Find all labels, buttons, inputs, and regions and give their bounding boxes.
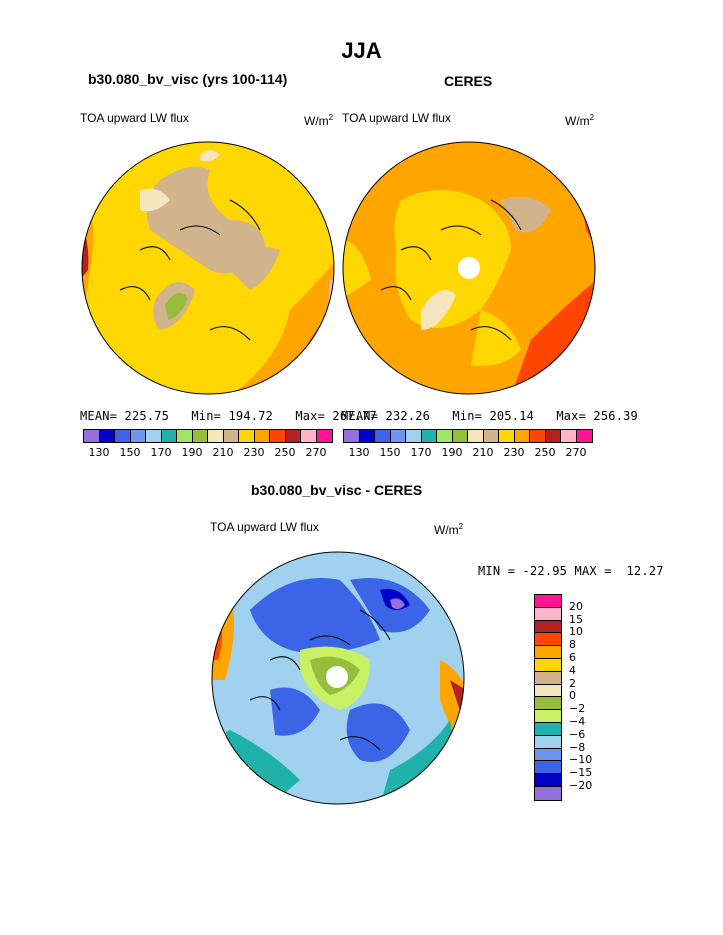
diff-variable: TOA upward LW flux [210, 520, 319, 534]
panel-1-variable: TOA upward LW flux [80, 111, 189, 125]
colorbar-swatch [530, 430, 546, 442]
colorbar-tick-label: 210 [472, 446, 494, 459]
colorbar-tick-label: −15 [569, 766, 593, 780]
colorbar-tick-label: 170 [150, 446, 172, 459]
panel-2-units: W/m2 [565, 113, 595, 128]
colorbar-tick-label: 130 [348, 446, 370, 459]
colorbar-swatch [421, 430, 437, 442]
colorbar-swatch [535, 710, 561, 723]
colorbar-swatch [514, 430, 530, 442]
colorbar-tick-label: −6 [569, 727, 586, 741]
colorbar-swatch [535, 697, 561, 711]
colorbar-swatch [390, 430, 406, 442]
colorbar-swatch [177, 430, 193, 442]
colorbar-swatch [223, 430, 239, 442]
colorbar-tick-label: 230 [243, 446, 265, 459]
colorbar-swatch [161, 430, 177, 442]
colorbar-tick-label: 6 [569, 651, 576, 664]
colorbar-swatch [535, 595, 561, 608]
diff-minmax: MIN = -22.95 MAX = 12.27 [478, 564, 664, 578]
map-ceres [342, 141, 596, 395]
colorbar-swatch [535, 684, 561, 698]
colorbar-tick-label: 250 [274, 446, 296, 459]
colorbar-tick-label: 150 [379, 446, 401, 459]
diff-title: b30.080_bv_visc - CERES [251, 482, 423, 498]
colorbar-tick-label: 20 [569, 599, 583, 613]
colorbar-tick-label: 15 [569, 612, 583, 626]
colorbar-swatch [545, 430, 561, 442]
colorbar-swatch [84, 430, 100, 442]
colorbar-tick-label: 4 [569, 663, 576, 677]
colorbar-swatch [99, 430, 115, 442]
colorbar-swatch [301, 430, 317, 442]
colorbar-swatch [359, 430, 375, 442]
colorbar-tick-label: 270 [305, 446, 327, 459]
panel-2-title: CERES [444, 73, 493, 89]
colorbar-swatch [535, 646, 561, 659]
colorbar-swatch [535, 607, 561, 621]
colorbar-swatch [344, 430, 360, 442]
colorbar-swatch [254, 430, 270, 442]
colorbar-swatch [535, 658, 561, 672]
colorbar-swatch [535, 786, 561, 800]
colorbar-tick-label: 8 [569, 638, 576, 652]
panel-2-stats: MEAN= 232.26 Min= 205.14 Max= 256.39 [341, 409, 638, 423]
page-title: JJA [341, 38, 382, 63]
colorbar-model [83, 429, 333, 443]
map-model [81, 141, 335, 395]
colorbar-swatch [208, 430, 224, 442]
colorbar-tick-label: −4 [569, 715, 586, 728]
panel-2-variable: TOA upward LW flux [342, 111, 451, 125]
colorbar-swatch [375, 430, 391, 442]
colorbar-swatch [535, 671, 561, 685]
colorbar-tick-label: 170 [410, 446, 432, 459]
panel-1-stats: MEAN= 225.75 Min= 194.72 Max= 267.77 [80, 409, 377, 423]
colorbar-swatch [499, 430, 515, 442]
panel-1-units: W/m2 [304, 113, 334, 128]
colorbar-tick-label: −10 [569, 753, 593, 767]
colorbar-tick-label: 190 [181, 446, 203, 459]
colorbar-swatch [285, 430, 301, 442]
colorbar-tick-label: 250 [534, 446, 556, 459]
colorbar-tick-label: 230 [503, 446, 525, 459]
colorbar-swatch [192, 430, 208, 442]
colorbar-swatch [452, 430, 468, 442]
map-difference [211, 551, 465, 805]
colorbar-swatch [535, 748, 561, 762]
colorbar-tick-label: 10 [569, 625, 583, 639]
colorbar-swatch [115, 430, 131, 442]
colorbar-swatch [146, 430, 162, 442]
colorbar-swatch [535, 761, 561, 775]
colorbar-tick-label: 270 [565, 446, 587, 459]
colorbar-swatch [561, 430, 577, 442]
panel-1-title: b30.080_bv_visc (yrs 100-114) [88, 71, 288, 87]
colorbar-swatch [483, 430, 499, 442]
colorbar-tick-label: −8 [569, 740, 586, 754]
colorbar-swatch [468, 430, 484, 442]
colorbar-tick-label: 0 [569, 689, 576, 703]
colorbar-tick-label: 190 [441, 446, 463, 459]
colorbar-swatch [316, 430, 332, 442]
colorbar-swatch [406, 430, 422, 442]
colorbar-tick-label: 210 [212, 446, 234, 459]
colorbar-swatch [130, 430, 146, 442]
colorbar-swatch [535, 735, 561, 749]
colorbar-tick-label: 130 [88, 446, 110, 459]
colorbar-swatch [270, 430, 286, 442]
colorbar-tick-label: −20 [569, 779, 593, 792]
diff-units: W/m2 [434, 522, 464, 537]
colorbar-swatch [535, 774, 561, 787]
colorbar-tick-label: 150 [119, 446, 141, 459]
colorbar-tick-label: −2 [569, 702, 586, 716]
colorbar-swatch [239, 430, 255, 442]
colorbar-swatch [535, 620, 561, 634]
colorbar-swatch [576, 430, 592, 442]
colorbar-swatch [437, 430, 453, 442]
colorbar-difference [534, 594, 562, 801]
colorbar-swatch [535, 722, 561, 736]
colorbar-swatch [535, 633, 561, 647]
colorbar-ceres [343, 429, 593, 443]
colorbar-tick-label: 2 [569, 676, 576, 690]
